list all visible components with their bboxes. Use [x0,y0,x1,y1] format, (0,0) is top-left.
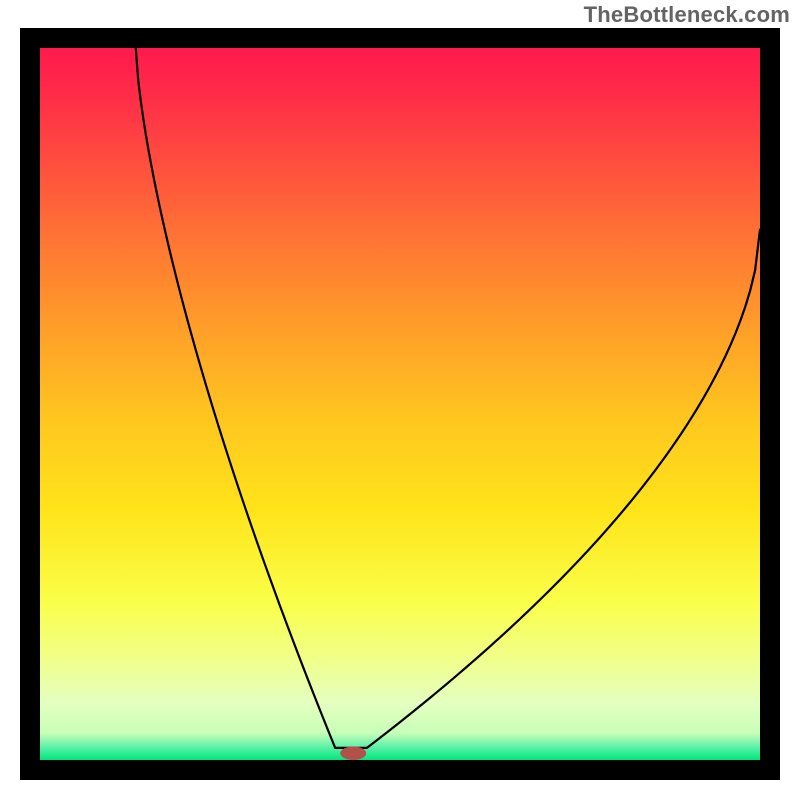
bottleneck-chart [0,0,800,800]
figure-root: TheBottleneck.com [0,0,800,800]
chart-gradient-background [40,48,760,760]
watermark-text: TheBottleneck.com [584,2,790,28]
valley-marker [340,746,366,760]
